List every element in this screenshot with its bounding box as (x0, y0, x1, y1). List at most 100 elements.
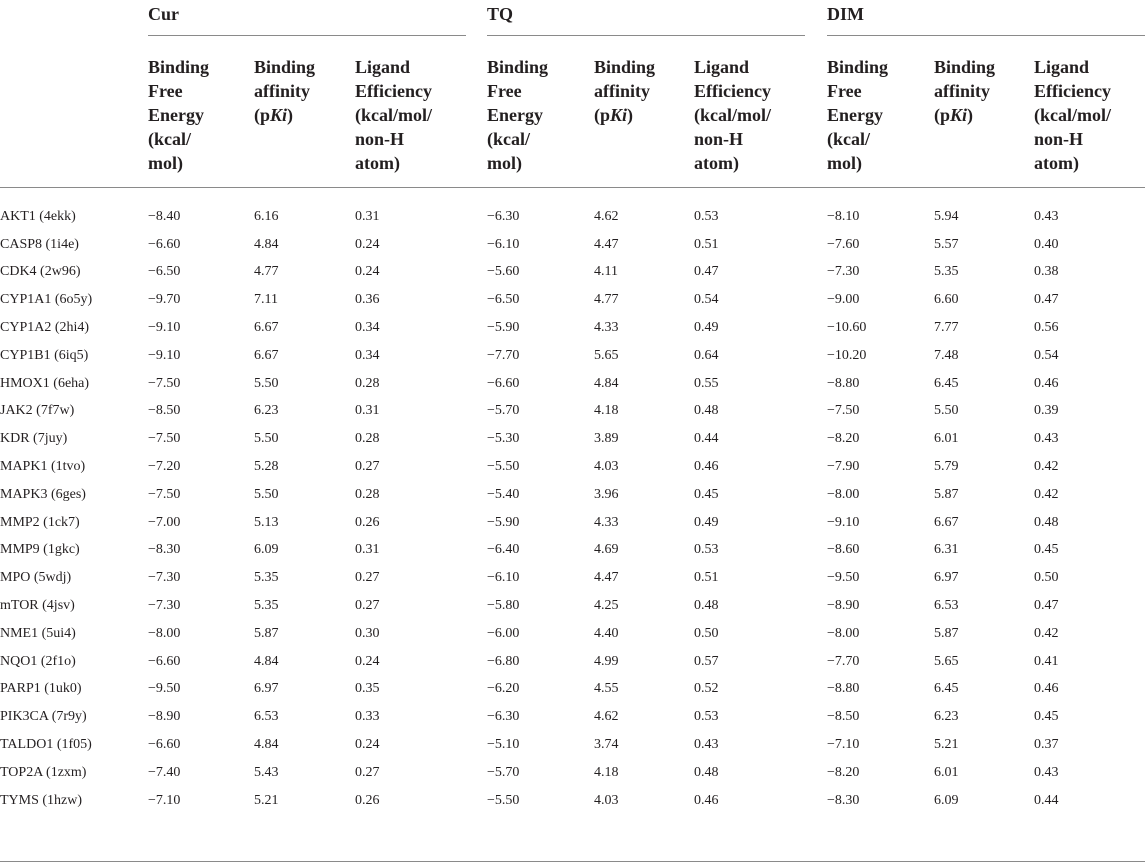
value-cell: 6.53 (934, 598, 959, 614)
value-cell: 0.54 (1034, 347, 1059, 363)
value-cell: 4.11 (594, 264, 618, 280)
value-cell: −7.60 (827, 236, 860, 252)
value-cell: 5.50 (934, 403, 959, 419)
value-cell: 7.77 (934, 320, 959, 336)
value-cell: 5.65 (594, 347, 619, 363)
table-row: CYP1A1 (6o5y) −9.70 7.11 0.36 −6.50 4.77 0.54 −… (0, 286, 1145, 314)
value-cell: −5.60 (487, 264, 520, 280)
target-cell: CYP1A2 (2hi4) (0, 320, 90, 336)
value-cell: 3.74 (594, 737, 619, 753)
table-row: AKT1 (4ekk) −8.40 6.16 0.31 −6.30 4.62 0.53 −8.… (0, 203, 1145, 231)
value-cell: 0.50 (1034, 570, 1059, 586)
value-cell: −6.10 (487, 236, 520, 252)
value-cell: 0.45 (1034, 709, 1059, 725)
value-cell: 0.43 (1034, 208, 1059, 224)
value-cell: 5.35 (254, 598, 279, 614)
value-cell: 0.42 (1034, 486, 1059, 502)
value-cell: 0.45 (1034, 542, 1059, 558)
value-cell: 0.27 (355, 570, 380, 586)
value-cell: 0.43 (1034, 431, 1059, 447)
value-cell: 4.47 (594, 570, 619, 586)
value-cell: 6.16 (254, 208, 279, 224)
target-cell: PIK3CA (7r9y) (0, 709, 87, 725)
target-cell: CDK4 (2w96) (0, 264, 81, 280)
value-cell: −8.90 (827, 598, 860, 614)
target-cell: KDR (7juy) (0, 431, 68, 447)
value-cell: 0.34 (355, 347, 380, 363)
value-cell: −6.10 (487, 570, 520, 586)
table-row: TOP2A (1zxm) −7.40 5.43 0.27 −5.70 4.18 0.48 −8… (0, 759, 1145, 787)
target-cell: mTOR (4jsv) (0, 598, 75, 614)
value-cell: 0.55 (694, 375, 719, 391)
value-cell: 5.13 (254, 514, 279, 530)
value-cell: 0.47 (1034, 292, 1059, 308)
group-title-dim: DIM (827, 4, 864, 24)
target-cell: NME1 (5ui4) (0, 625, 76, 641)
value-cell: −8.30 (827, 792, 860, 808)
value-cell: 0.46 (1034, 375, 1059, 391)
value-cell: 6.45 (934, 375, 959, 391)
value-cell: 4.84 (254, 737, 279, 753)
value-cell: −7.10 (827, 737, 860, 753)
target-cell: PARP1 (1uk0) (0, 681, 82, 697)
value-cell: 6.09 (934, 792, 959, 808)
group-title-tq: TQ (487, 4, 514, 24)
value-cell: 6.23 (254, 403, 279, 419)
value-cell: 0.46 (694, 459, 719, 475)
target-cell: MMP2 (1ck7) (0, 514, 80, 530)
value-cell: 6.45 (934, 681, 959, 697)
value-cell: −8.60 (827, 542, 860, 558)
value-cell: 4.33 (594, 514, 619, 530)
col-header-affinity: Binding affinity (pKi) (934, 57, 996, 125)
table-row: mTOR (4jsv) −7.30 5.35 0.27 −5.80 4.25 0.48 −8.… (0, 592, 1145, 620)
value-cell: 4.69 (594, 542, 619, 558)
target-cell: AKT1 (4ekk) (0, 208, 76, 224)
value-cell: 6.23 (934, 709, 959, 725)
value-cell: 4.03 (594, 459, 619, 475)
value-cell: −6.30 (487, 709, 520, 725)
value-cell: 0.47 (694, 264, 719, 280)
value-cell: −9.70 (148, 292, 181, 308)
value-cell: 5.87 (934, 486, 959, 502)
col-header-efficiency: Ligand Efficiency (kcal/mol/ non-H atom) (355, 57, 432, 173)
value-cell: 6.67 (254, 347, 279, 363)
value-cell: 6.60 (934, 292, 959, 308)
value-cell: −6.60 (148, 236, 181, 252)
value-cell: −7.00 (148, 514, 181, 530)
group-rule-tq (487, 35, 805, 36)
value-cell: 0.30 (355, 625, 380, 641)
value-cell: 0.49 (694, 514, 719, 530)
value-cell: 5.28 (254, 459, 279, 475)
value-cell: 0.36 (355, 292, 380, 308)
table-row: JAK2 (7f7w) −8.50 6.23 0.31 −5.70 4.18 0.48 −7.… (0, 398, 1145, 426)
value-cell: 6.09 (254, 542, 279, 558)
value-cell: 6.53 (254, 709, 279, 725)
col-header-free-energy: Binding Free Energy (kcal/ mol) (148, 57, 210, 173)
value-cell: 6.01 (934, 764, 959, 780)
value-cell: 4.84 (254, 653, 279, 669)
value-cell: −5.90 (487, 320, 520, 336)
value-cell: −8.90 (148, 709, 181, 725)
value-cell: 0.27 (355, 598, 380, 614)
value-cell: 6.67 (934, 514, 959, 530)
table-row: CASP8 (1i4e) −6.60 4.84 0.24 −6.10 4.47 0.51 −7… (0, 231, 1145, 259)
header-rule (0, 187, 1145, 188)
value-cell: −8.50 (827, 709, 860, 725)
value-cell: 0.31 (355, 542, 380, 558)
value-cell: 4.33 (594, 320, 619, 336)
value-cell: −8.00 (827, 486, 860, 502)
col-header-affinity: Binding affinity (pKi) (594, 57, 656, 125)
target-cell: MPO (5wdj) (0, 570, 72, 586)
value-cell: −9.10 (148, 320, 181, 336)
value-cell: 0.45 (694, 486, 719, 502)
value-cell: 4.99 (594, 653, 619, 669)
value-cell: −7.30 (148, 598, 181, 614)
value-cell: 4.18 (594, 764, 619, 780)
value-cell: 4.62 (594, 709, 619, 725)
value-cell: 6.31 (934, 542, 959, 558)
value-cell: 4.47 (594, 236, 619, 252)
value-cell: 4.77 (594, 292, 619, 308)
value-cell: 0.28 (355, 431, 380, 447)
value-cell: −7.70 (827, 653, 860, 669)
table-row: TYMS (1hzw) −7.10 5.21 0.26 −5.50 4.03 0.46 −8.… (0, 787, 1145, 815)
